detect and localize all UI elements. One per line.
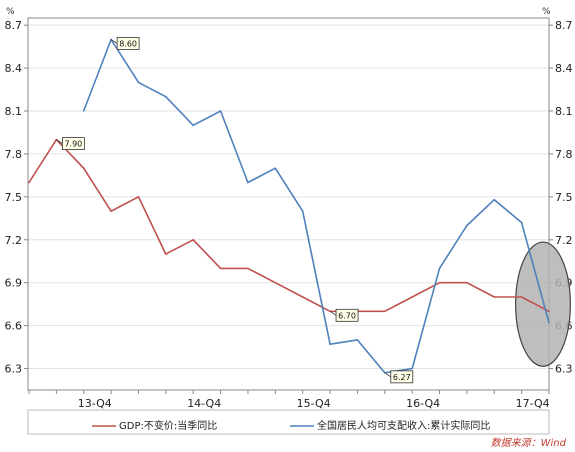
data-point bbox=[82, 167, 85, 170]
series-line-1 bbox=[82, 38, 550, 374]
data-point bbox=[466, 281, 468, 284]
data-point bbox=[247, 267, 249, 270]
y-unit-left: % bbox=[6, 7, 15, 17]
x-tick-label: 13-Q4 bbox=[78, 397, 112, 410]
y-tick-label-left: 8.7 bbox=[5, 19, 23, 32]
x-tick-label: 17-Q4 bbox=[516, 397, 550, 410]
data-point bbox=[192, 124, 195, 127]
data-point bbox=[301, 210, 304, 212]
y-tick-label-left: 6.6 bbox=[5, 320, 23, 333]
callout-box bbox=[335, 308, 359, 322]
callout-box bbox=[390, 370, 414, 384]
y-tick-label-left: 6.9 bbox=[5, 277, 23, 290]
callout-leader bbox=[384, 372, 392, 378]
data-point bbox=[137, 81, 140, 84]
callout-leader bbox=[110, 39, 118, 44]
x-tick-label: 14-Q4 bbox=[187, 397, 221, 410]
y-tick-label-left: 6.3 bbox=[5, 363, 23, 376]
data-point bbox=[28, 181, 30, 184]
y-axis-left: 6.3 6.6 6.9 7.2 7.5 7.8 8.1 8.4 8.7 bbox=[5, 19, 28, 376]
data-point bbox=[411, 296, 413, 298]
data-point bbox=[438, 267, 441, 270]
y-tick-label-left: 8.1 bbox=[5, 105, 23, 118]
y-tick-label-left: 8.4 bbox=[5, 62, 23, 75]
data-point bbox=[110, 210, 112, 212]
y-unit-right: % bbox=[542, 7, 551, 17]
legend-box bbox=[27, 409, 550, 435]
source-note: 数据来源：Wind bbox=[491, 437, 567, 449]
series-lines bbox=[28, 38, 550, 374]
data-point bbox=[493, 296, 496, 298]
y-tick-label-right: 6.3 bbox=[555, 363, 573, 376]
data-point bbox=[438, 281, 441, 284]
data-point bbox=[356, 339, 359, 341]
data-point bbox=[274, 167, 277, 170]
x-tick-label: 16-Q4 bbox=[406, 397, 440, 410]
data-point bbox=[383, 310, 386, 313]
y-tick-label-left: 7.8 bbox=[5, 148, 23, 161]
y-tick-label-left: 7.2 bbox=[5, 234, 23, 247]
legend-label-gdp: GDP:不变价:当季同比 bbox=[119, 419, 217, 432]
callouts: 7.90 8.60 6.70 6.27 bbox=[56, 37, 414, 384]
callout-leader bbox=[329, 310, 337, 316]
data-point bbox=[329, 343, 331, 346]
callout-leader bbox=[56, 139, 63, 144]
x-axis: 13-Q4 14-Q4 15-Q4 16-Q4 17-Q4 bbox=[28, 390, 550, 410]
y-tick-label-right: 8.7 bbox=[555, 19, 573, 32]
y-tick-label-right: 7.5 bbox=[555, 191, 573, 204]
data-point bbox=[165, 95, 167, 98]
data-point bbox=[274, 281, 277, 284]
data-point bbox=[548, 321, 550, 324]
data-point bbox=[411, 367, 413, 370]
y-tick-label-right: 8.1 bbox=[555, 105, 573, 118]
data-point bbox=[493, 198, 496, 201]
data-point bbox=[165, 253, 167, 255]
data-point bbox=[520, 296, 523, 298]
callout-box bbox=[116, 37, 140, 50]
y-tick-label-right: 8.4 bbox=[555, 62, 573, 75]
data-point bbox=[137, 196, 140, 198]
legend-label-income: 全国居民人均可支配收入:累计实际同比 bbox=[317, 419, 490, 432]
highlight-ellipse-shape bbox=[515, 241, 571, 367]
series-line-0 bbox=[28, 138, 550, 313]
y-tick-label-left: 7.5 bbox=[5, 191, 23, 204]
grid bbox=[28, 24, 549, 370]
callout-label: 6.70 bbox=[338, 311, 356, 320]
data-point bbox=[301, 296, 304, 298]
callout-label: 7.90 bbox=[64, 140, 82, 149]
data-point bbox=[247, 181, 249, 184]
data-point bbox=[520, 221, 523, 224]
data-point bbox=[192, 238, 195, 241]
callout-box bbox=[61, 137, 85, 151]
callout-label: 6.27 bbox=[393, 373, 411, 382]
y-tick-label-right: 7.2 bbox=[555, 234, 573, 247]
data-point bbox=[219, 267, 222, 270]
callout-label: 8.60 bbox=[119, 39, 137, 48]
data-point bbox=[219, 110, 222, 112]
data-point bbox=[466, 224, 468, 227]
data-point bbox=[82, 110, 85, 112]
data-point bbox=[548, 310, 550, 313]
y-tick-label-right: 7.8 bbox=[555, 148, 573, 161]
highlight-ellipse bbox=[515, 241, 571, 367]
x-tick-label: 15-Q4 bbox=[297, 397, 331, 410]
plot-frame bbox=[27, 17, 550, 391]
